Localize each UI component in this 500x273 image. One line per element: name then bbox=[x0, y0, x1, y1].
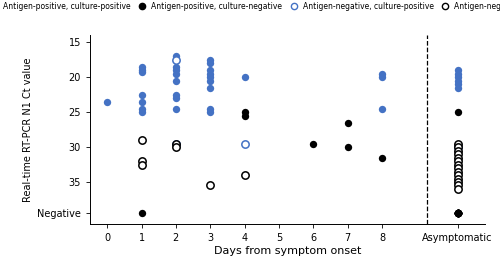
Point bbox=[138, 211, 145, 216]
Point bbox=[454, 180, 462, 184]
Point bbox=[138, 65, 145, 69]
Point bbox=[454, 79, 462, 83]
Point bbox=[454, 211, 462, 216]
Point bbox=[138, 110, 145, 114]
Point bbox=[344, 145, 351, 149]
Point bbox=[103, 100, 111, 104]
Point bbox=[172, 79, 180, 83]
Point bbox=[240, 110, 248, 114]
Point bbox=[310, 141, 318, 146]
Point bbox=[172, 96, 180, 100]
Point bbox=[138, 68, 145, 73]
Point bbox=[454, 211, 462, 216]
Point bbox=[138, 162, 145, 167]
Point bbox=[138, 159, 145, 163]
Point bbox=[206, 79, 214, 83]
Point bbox=[172, 145, 180, 149]
Point bbox=[454, 72, 462, 76]
Point bbox=[454, 169, 462, 174]
Point bbox=[454, 211, 462, 216]
Point bbox=[454, 211, 462, 216]
Point bbox=[454, 211, 462, 216]
Point bbox=[206, 68, 214, 73]
Point bbox=[454, 211, 462, 216]
Point bbox=[206, 72, 214, 76]
Point bbox=[206, 58, 214, 62]
Point bbox=[206, 75, 214, 79]
Point bbox=[378, 106, 386, 111]
Point bbox=[240, 141, 248, 146]
X-axis label: Days from symptom onset: Days from symptom onset bbox=[214, 246, 361, 256]
Point bbox=[454, 173, 462, 177]
Point bbox=[172, 54, 180, 59]
Point bbox=[454, 68, 462, 73]
Point bbox=[454, 211, 462, 216]
Point bbox=[344, 120, 351, 125]
Point bbox=[454, 155, 462, 160]
Point bbox=[172, 141, 180, 146]
Point bbox=[454, 149, 462, 153]
Point bbox=[206, 86, 214, 90]
Point bbox=[454, 211, 462, 216]
Point bbox=[454, 162, 462, 167]
Point bbox=[138, 93, 145, 97]
Point bbox=[454, 176, 462, 181]
Point bbox=[206, 61, 214, 66]
Point bbox=[454, 211, 462, 216]
Point bbox=[172, 58, 180, 62]
Point bbox=[454, 211, 462, 216]
Point bbox=[454, 86, 462, 90]
Point bbox=[454, 166, 462, 170]
Point bbox=[172, 68, 180, 73]
Point bbox=[454, 211, 462, 216]
Point bbox=[206, 183, 214, 188]
Legend: Antigen-positive, culture-positive, Antigen-positive, culture-negative, Antigen-: Antigen-positive, culture-positive, Anti… bbox=[0, 2, 500, 11]
Point bbox=[454, 211, 462, 216]
Point bbox=[138, 70, 145, 74]
Point bbox=[454, 211, 462, 216]
Point bbox=[206, 106, 214, 111]
Point bbox=[454, 211, 462, 216]
Point bbox=[172, 141, 180, 146]
Point bbox=[240, 75, 248, 79]
Point bbox=[454, 211, 462, 216]
Y-axis label: Real-time RT-PCR N1 Ct value: Real-time RT-PCR N1 Ct value bbox=[23, 57, 33, 202]
Point bbox=[138, 138, 145, 142]
Point bbox=[378, 72, 386, 76]
Point bbox=[454, 211, 462, 216]
Point bbox=[454, 211, 462, 216]
Point bbox=[454, 211, 462, 216]
Point bbox=[138, 100, 145, 104]
Point bbox=[454, 211, 462, 216]
Point bbox=[454, 145, 462, 149]
Point bbox=[172, 72, 180, 76]
Point bbox=[240, 173, 248, 177]
Point bbox=[454, 211, 462, 216]
Point bbox=[378, 75, 386, 79]
Point bbox=[172, 145, 180, 149]
Point bbox=[172, 65, 180, 69]
Point bbox=[454, 75, 462, 79]
Point bbox=[206, 110, 214, 114]
Point bbox=[454, 211, 462, 216]
Point bbox=[454, 110, 462, 114]
Point bbox=[454, 141, 462, 146]
Point bbox=[454, 183, 462, 188]
Point bbox=[454, 145, 462, 149]
Point bbox=[378, 155, 386, 160]
Point bbox=[240, 114, 248, 118]
Point bbox=[454, 187, 462, 191]
Point bbox=[138, 106, 145, 111]
Point bbox=[172, 106, 180, 111]
Point bbox=[454, 159, 462, 163]
Point bbox=[454, 82, 462, 87]
Point bbox=[172, 145, 180, 149]
Point bbox=[454, 211, 462, 216]
Point bbox=[454, 152, 462, 156]
Point bbox=[172, 93, 180, 97]
Point bbox=[454, 211, 462, 216]
Point bbox=[454, 211, 462, 216]
